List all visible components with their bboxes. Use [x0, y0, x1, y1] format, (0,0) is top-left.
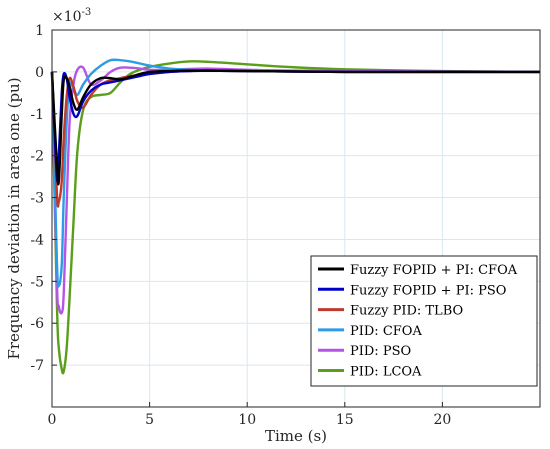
plot-frame	[51, 29, 541, 408]
series-line-1	[50, 69, 540, 186]
y-exponent-label: ×10-3	[52, 7, 91, 25]
legend-entry: Fuzzy FOPID + PI: PSO	[350, 283, 506, 298]
legend-entry: PID: CFOA	[350, 324, 422, 339]
y-tick-label: -2	[30, 149, 44, 165]
legend-entry: PID: LCOA	[350, 365, 422, 380]
series-line-5	[50, 65, 541, 315]
y-tick-label: -5	[30, 274, 44, 290]
x-axis-label: Time (s)	[265, 427, 327, 445]
legend-entry: Fuzzy PID: TLBO	[350, 304, 463, 319]
legend-box	[310, 255, 538, 387]
legend: Fuzzy FOPID + PI: CFOA Fuzzy FOPID + PI: …	[310, 255, 538, 387]
x-tick-label: 10	[238, 412, 256, 428]
series-line-6	[50, 60, 541, 375]
x-tick-label: 15	[336, 412, 354, 428]
y-tick-label: -7	[30, 358, 44, 374]
y-tick-label: -1	[30, 107, 44, 123]
x-tick-label: 20	[433, 412, 451, 428]
y-tick-label: -3	[30, 191, 44, 207]
grid	[51, 29, 540, 407]
x-tick-label: 0	[48, 412, 57, 428]
series-lines	[50, 58, 541, 375]
y-axis-label: Frequency deviation in area one (pu)	[5, 77, 23, 359]
y-tick-label: -6	[30, 316, 44, 332]
y-tick-label: -4	[30, 232, 44, 248]
legend-entry: PID: PSO	[350, 344, 411, 359]
legend-entry: Fuzzy FOPID + PI: CFOA	[350, 263, 518, 278]
y-tick-label: 1	[35, 23, 44, 39]
y-tick-label: 0	[35, 65, 44, 81]
x-tick-label: 5	[145, 412, 154, 428]
